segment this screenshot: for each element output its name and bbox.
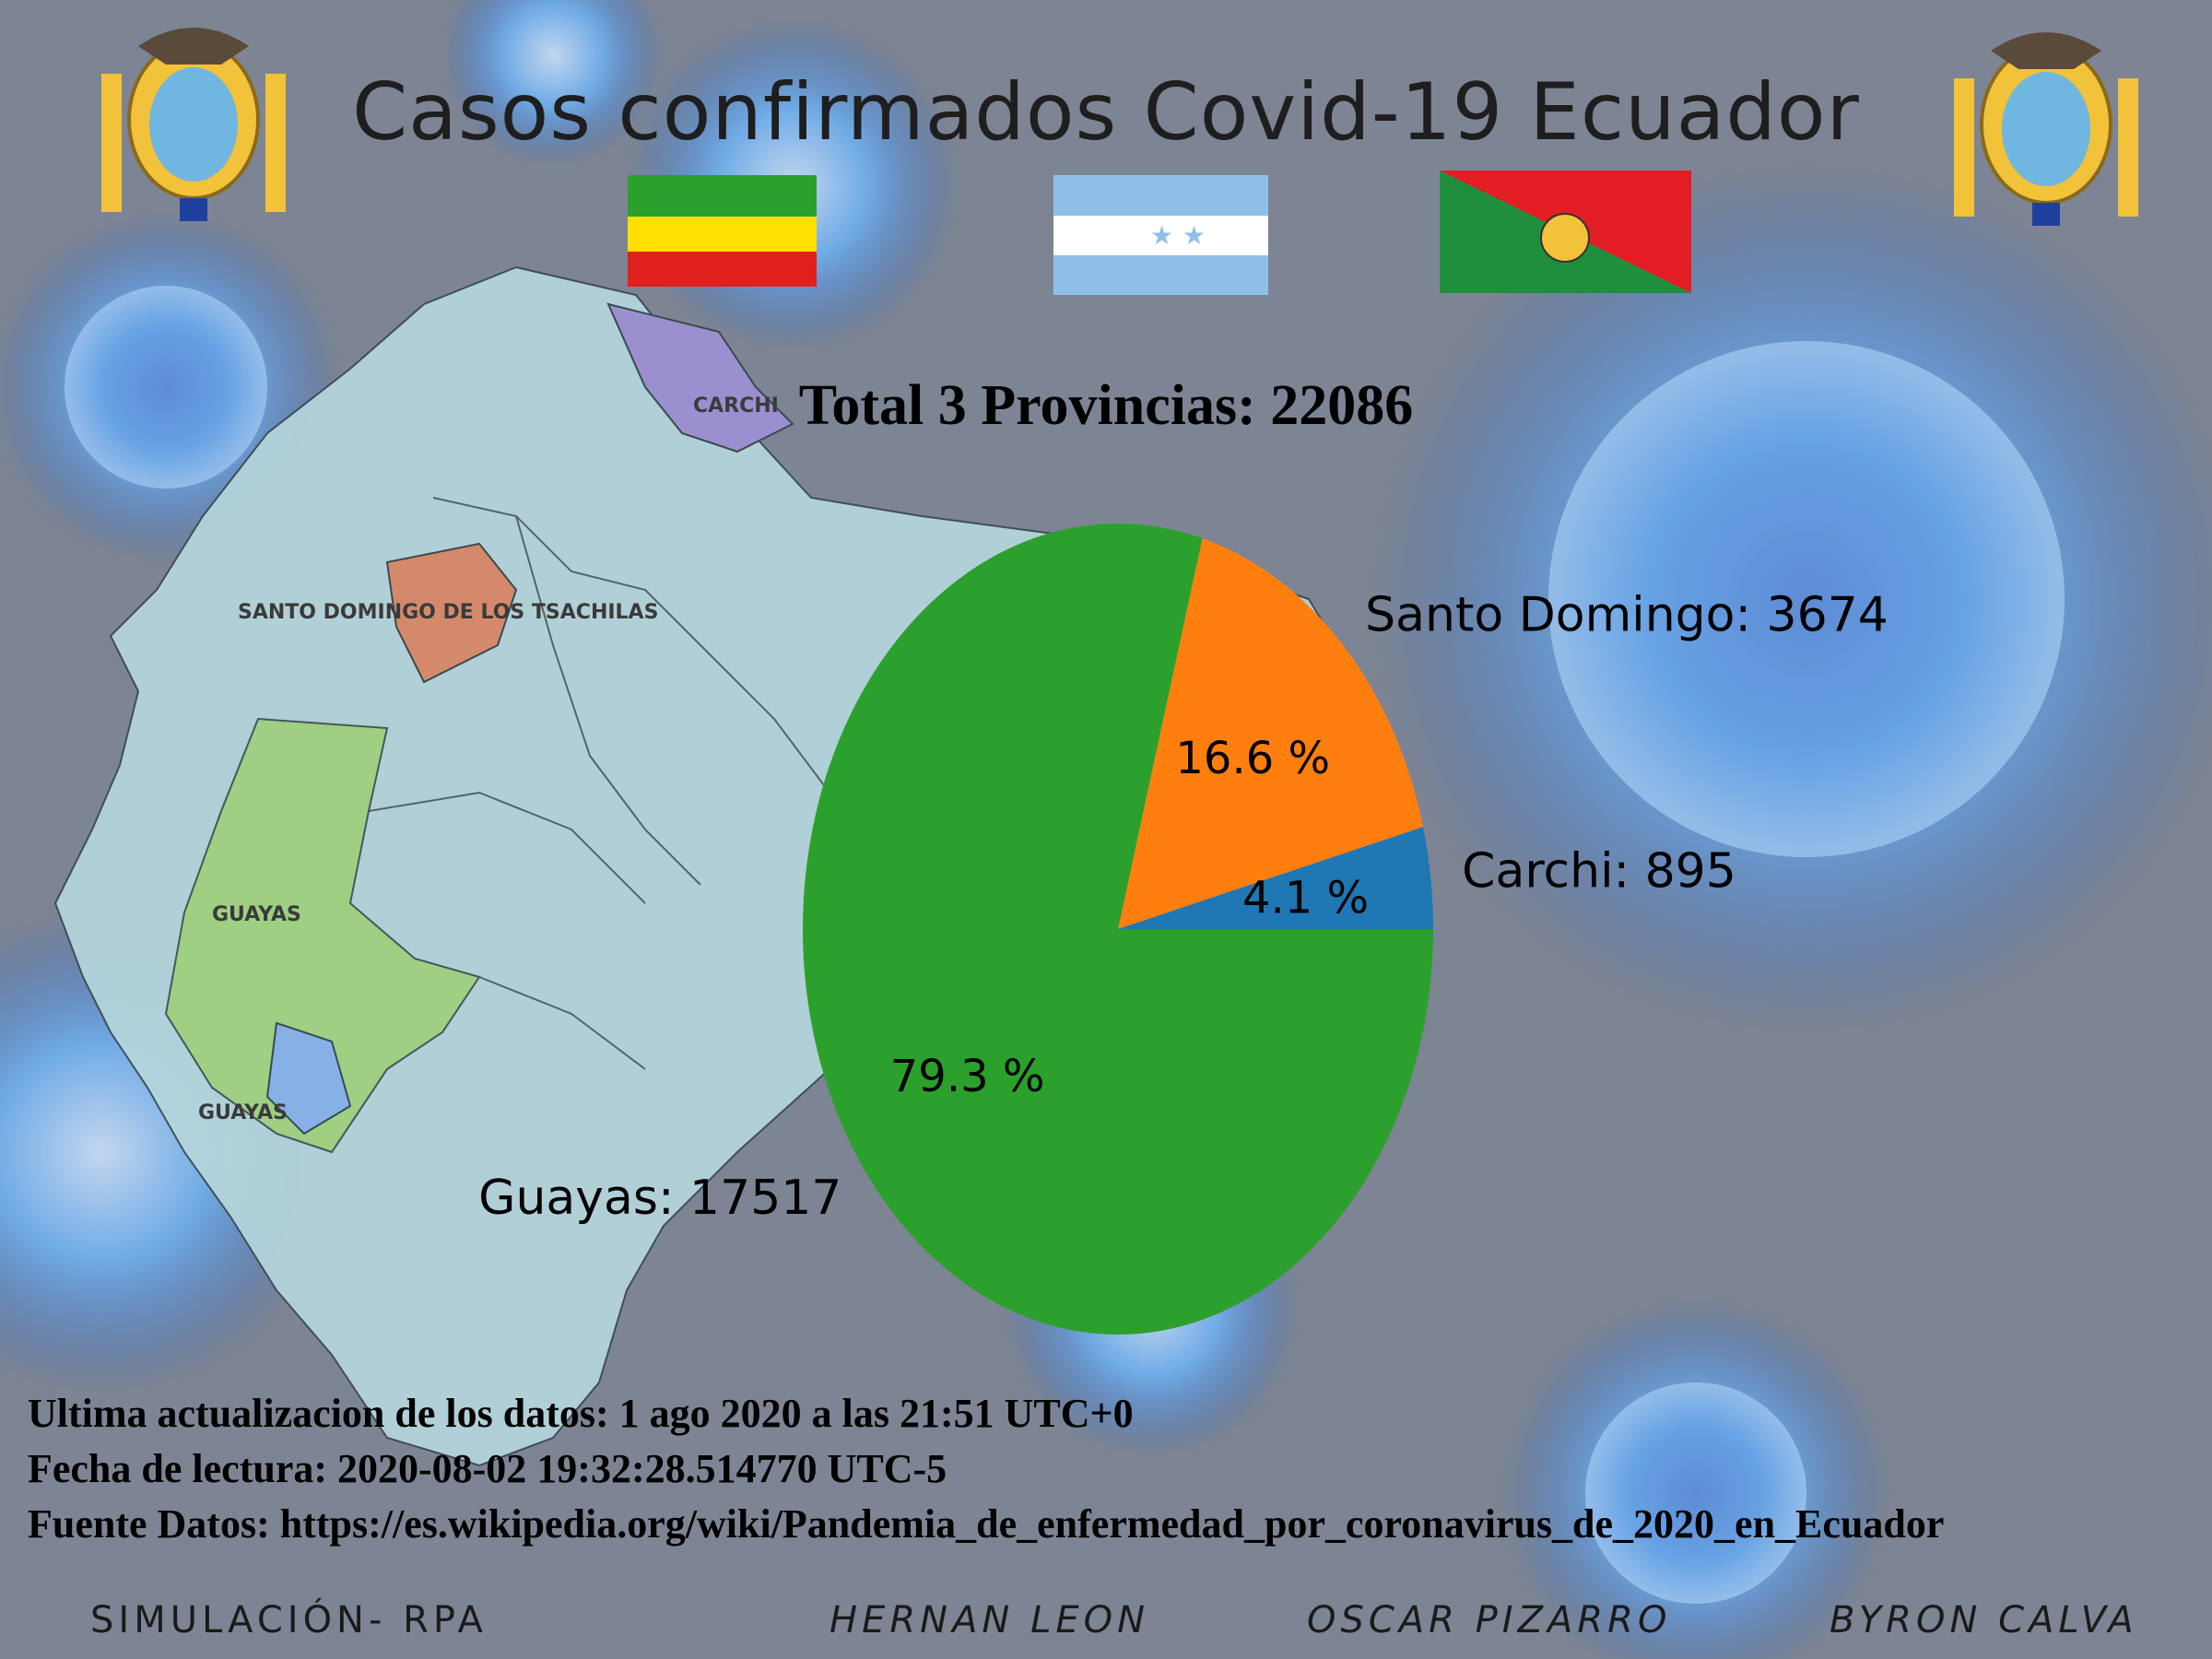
pie-slice-1 <box>1118 538 1423 929</box>
footer-read-date: Fecha de lectura: 2020-08-02 19:32:28.51… <box>28 1446 947 1491</box>
credit-author-2: OSCAR PIZARRO <box>1307 1599 1672 1641</box>
footer-source: Fuente Datos: https://es.wikipedia.org/w… <box>28 1501 1945 1547</box>
footer-update: Ultima actualizacion de los datos: 1 ago… <box>28 1391 1134 1436</box>
credit-simulation: SIMULACIÓN- RPA <box>90 1599 488 1641</box>
page-title: Casos confirmados Covid-19 Ecuador <box>352 66 1860 159</box>
svg-text:★: ★ <box>1150 220 1173 251</box>
map-label-guayas-2: GUAYAS <box>198 1101 288 1124</box>
pie-slice-0 <box>1118 827 1433 929</box>
pie-slice-label-2: Guayas: 17517 <box>478 1171 841 1226</box>
pie-slice-label-0: Carchi: 895 <box>1462 844 1736 900</box>
pie-slice-label-1: Santo Domingo: 3674 <box>1365 588 1888 643</box>
ecuador-coat-of-arms-left <box>101 28 286 221</box>
map-label-guayas-1: GUAYAS <box>212 903 301 926</box>
svg-text:★: ★ <box>1182 220 1206 251</box>
pie-percent-label-1: 16.6 % <box>1175 733 1330 784</box>
pie-percent-label-2: 79.3 % <box>890 1051 1045 1102</box>
map-label-santo-domingo: SANTO DOMINGO DE LOS TSACHILAS <box>238 601 659 624</box>
pie-percent-label-0: 4.1 % <box>1242 872 1369 924</box>
santo-domingo-flag <box>1440 171 1691 293</box>
carchi-flag <box>628 175 817 287</box>
credit-author-3: BYRON CALVA <box>1830 1599 2138 1641</box>
pie-slice-2 <box>803 524 1433 1335</box>
map-label-carchi: CARCHI <box>693 394 779 418</box>
guayas-flag: ★ ★ ★ <box>1053 175 1268 295</box>
chart-title: Total 3 Provincias: 22086 <box>798 374 1414 437</box>
ecuador-coat-of-arms-right <box>1954 32 2138 226</box>
credit-author-1: HERNAN LEON <box>830 1599 1150 1641</box>
svg-text:★: ★ <box>1118 220 1141 251</box>
